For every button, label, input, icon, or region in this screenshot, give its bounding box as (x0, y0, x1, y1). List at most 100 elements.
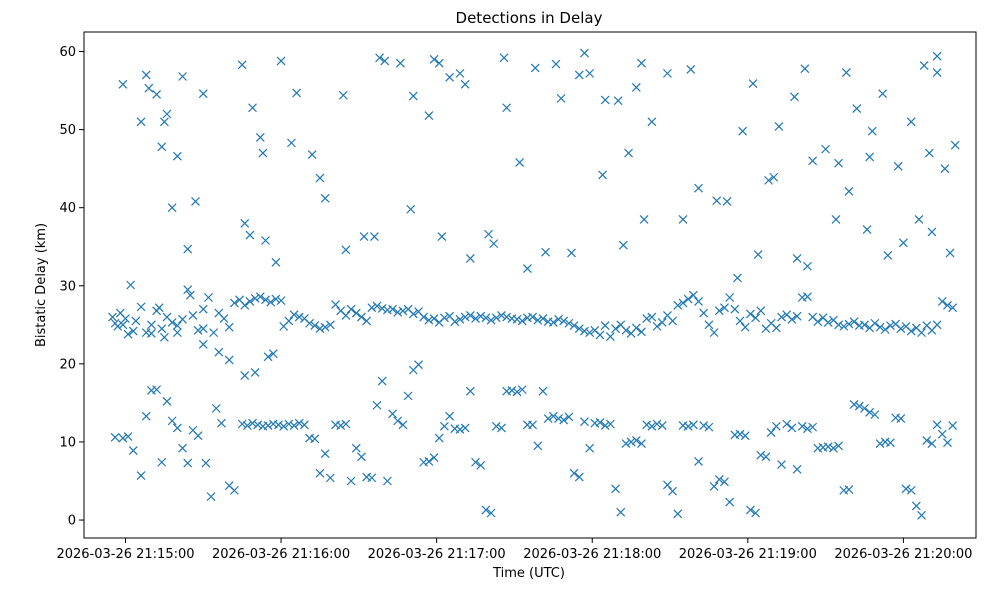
x-axis-label: Time (UTC) (492, 566, 565, 581)
data-point (434, 58, 444, 68)
data-point (362, 316, 372, 326)
data-point (849, 400, 859, 409)
data-point (450, 317, 460, 327)
data-point (159, 117, 169, 127)
data-point (554, 314, 563, 324)
data-point (569, 468, 579, 478)
data-point (865, 407, 875, 417)
data-point (771, 323, 781, 333)
data-point (709, 482, 719, 491)
data-point (777, 312, 786, 322)
data-point (237, 419, 247, 429)
data-point (157, 457, 167, 467)
data-point (792, 464, 802, 474)
data-point (800, 64, 810, 74)
data-point (948, 421, 958, 430)
data-point (917, 510, 926, 520)
data-point (901, 484, 911, 494)
data-point (315, 324, 325, 334)
data-point (927, 439, 937, 448)
data-point (803, 424, 812, 434)
data-point (725, 293, 735, 302)
data-point (429, 54, 439, 64)
data-point (183, 458, 193, 468)
data-point (517, 385, 527, 395)
data-point (455, 68, 465, 78)
data-point (240, 218, 250, 228)
data-point (229, 298, 239, 308)
data-point (761, 452, 771, 462)
data-point (688, 290, 698, 300)
data-point (720, 303, 729, 313)
data-point (178, 314, 187, 324)
data-point (440, 313, 449, 323)
data-point (481, 313, 491, 323)
y-axis-label: Bistatic Delay (km) (34, 223, 49, 347)
data-point (388, 409, 397, 419)
data-point (211, 403, 221, 413)
data-point (465, 254, 475, 263)
data-point (852, 104, 862, 113)
data-point (136, 302, 146, 312)
data-point (424, 457, 434, 466)
x-tick-label: 2026-03-26 21:19:00 (679, 547, 817, 562)
data-point (745, 309, 755, 319)
data-point (748, 79, 758, 88)
data-point (497, 423, 506, 433)
data-point (172, 321, 182, 331)
data-point (499, 53, 509, 63)
data-point (294, 312, 304, 322)
plot-frame (83, 31, 977, 539)
data-point (766, 428, 776, 438)
data-point (598, 170, 608, 180)
data-point (943, 300, 952, 310)
data-point (932, 68, 942, 78)
data-point (663, 68, 672, 78)
data-point (595, 330, 605, 340)
data-point (792, 254, 802, 263)
data-point (797, 421, 807, 431)
data-point (823, 318, 833, 327)
data-point (813, 317, 823, 327)
data-point (253, 420, 263, 430)
data-point (204, 293, 213, 302)
data-point (844, 186, 854, 196)
data-point (834, 158, 843, 168)
data-point (408, 309, 418, 319)
data-point (668, 316, 678, 326)
data-point (683, 294, 693, 304)
data-point (914, 214, 924, 224)
data-point (346, 476, 356, 486)
data-point (580, 48, 589, 58)
data-point (756, 450, 766, 460)
data-point (709, 328, 719, 338)
data-point (123, 329, 133, 339)
data-point (803, 261, 812, 271)
data-point (336, 421, 346, 430)
data-point (896, 324, 906, 334)
data-point (162, 396, 172, 406)
data-point (294, 418, 304, 428)
data-point (471, 314, 480, 324)
data-point (440, 421, 449, 431)
data-point (735, 429, 745, 439)
x-tick-label: 2026-03-26 21:16:00 (212, 547, 350, 562)
data-point (940, 164, 950, 174)
data-point (637, 58, 646, 68)
data-point (740, 322, 750, 332)
data-point (668, 486, 678, 496)
data-point (248, 418, 257, 428)
data-point (906, 117, 916, 127)
data-point (185, 290, 195, 300)
data-point (792, 311, 802, 321)
data-point (730, 304, 740, 314)
data-point (924, 148, 934, 158)
data-point (377, 304, 387, 313)
data-point (533, 315, 543, 325)
data-point (320, 322, 330, 332)
data-point (927, 227, 937, 237)
data-point (502, 312, 512, 322)
data-point (870, 318, 880, 328)
data-point (331, 300, 340, 309)
data-point (657, 318, 667, 327)
